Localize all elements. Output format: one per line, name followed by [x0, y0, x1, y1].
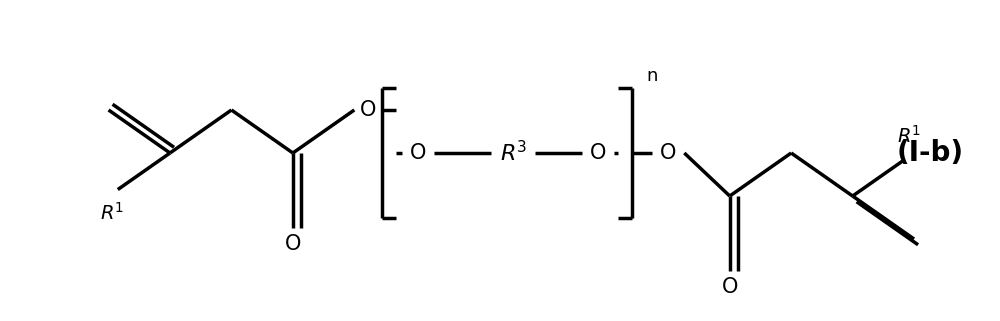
- Text: O: O: [410, 143, 426, 163]
- Text: $R^3$: $R^3$: [500, 140, 527, 166]
- Text: O: O: [590, 143, 606, 163]
- Text: n: n: [646, 67, 658, 85]
- Text: O: O: [285, 234, 301, 254]
- Text: (I-b): (I-b): [896, 139, 964, 167]
- Text: $R^1$: $R^1$: [100, 202, 124, 224]
- Text: O: O: [360, 100, 376, 120]
- Text: O: O: [722, 277, 738, 297]
- Text: $R^1$: $R^1$: [897, 125, 921, 147]
- Text: O: O: [660, 143, 676, 163]
